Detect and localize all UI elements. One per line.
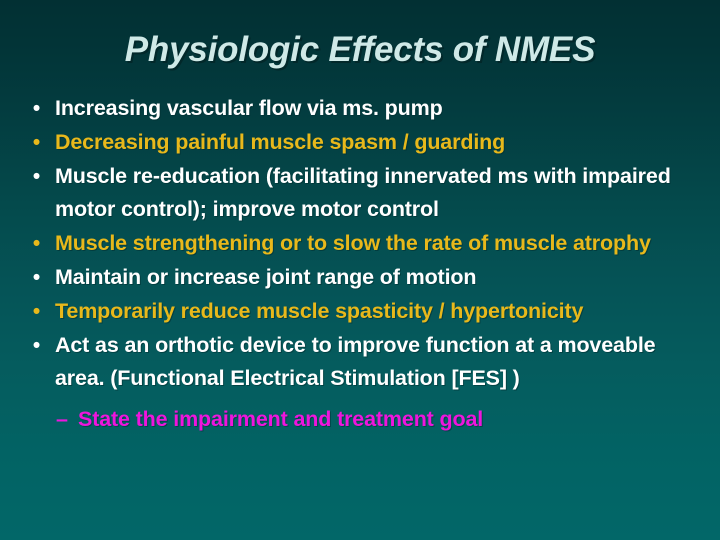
list-item: • Act as an orthotic device to improve f… [18,329,702,395]
list-item-text: Act as an orthotic device to improve fun… [55,333,656,390]
bullet-list: • Increasing vascular flow via ms. pump … [18,92,702,436]
list-item: • Increasing vascular flow via ms. pump [18,92,702,125]
bullet-dot-icon: • [32,131,41,154]
list-item: • Temporarily reduce muscle spasticity /… [18,295,702,328]
bullet-dot-icon: • [32,266,41,289]
list-item: • Decreasing painful muscle spasm / guar… [18,126,702,159]
sub-list-item-text: State the impairment and treatment goal [78,407,484,431]
list-item-text: Muscle strengthening or to slow the rate… [55,231,651,255]
list-item-text: Temporarily reduce muscle spasticity / h… [55,299,584,323]
slide-title: Physiologic Effects of NMES [124,30,596,69]
dash-marker-icon: – [56,407,68,431]
list-item-text: Decreasing painful muscle spasm / guardi… [55,130,506,154]
list-item-text: Maintain or increase joint range of moti… [55,265,477,289]
bullet-dot-icon: • [32,165,41,188]
list-item-text: Increasing vascular flow via ms. pump [55,96,443,120]
sub-list-item: – State the impairment and treatment goa… [18,403,702,436]
list-item: • Maintain or increase joint range of mo… [18,261,702,294]
bullet-dot-icon: • [32,232,41,255]
list-item: • Muscle re-education (facilitating inne… [18,160,702,226]
bullet-dot-icon: • [32,97,41,120]
list-item: • Muscle strengthening or to slow the ra… [18,227,702,260]
bullet-dot-icon: • [32,300,41,323]
list-item-text: Muscle re-education (facilitating innerv… [55,164,671,221]
bullet-dot-icon: • [32,334,41,357]
